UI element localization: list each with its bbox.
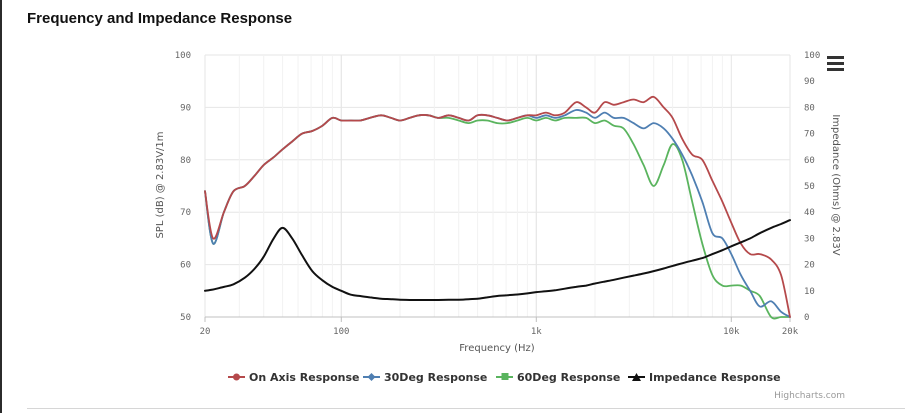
60deg-response-line: [204, 114, 791, 320]
legend-marker-triangle: [632, 373, 641, 381]
on-axis-response-line: [204, 95, 791, 318]
highcharts-credit[interactable]: Highcharts.com: [774, 391, 845, 401]
legend-marker-square: [501, 373, 509, 380]
x-tick-label: 10k: [723, 327, 740, 337]
legend-label-impedance: Impedance Response: [649, 371, 781, 384]
chart-heading: Frequency and Impedance Response: [27, 10, 293, 27]
legend-item-impedance[interactable]: Impedance Response: [628, 371, 781, 384]
x-tick-label: 100: [333, 327, 349, 337]
left-y-tick-label: 50: [180, 313, 191, 323]
series-lines: [204, 95, 791, 320]
left-page-rule: [0, 0, 2, 413]
right-y-tick-label: 0: [804, 313, 809, 323]
left-y-tick-label: 70: [180, 208, 191, 218]
legend-item-60deg[interactable]: 60Deg Response: [496, 371, 620, 384]
left-y-tick-label: 100: [175, 51, 191, 61]
bottom-page-rule: [27, 408, 905, 409]
legend-label-30deg: 30Deg Response: [384, 371, 487, 384]
legend: On Axis Response 30Deg Response 60Deg Re…: [228, 371, 781, 384]
legend-label-60deg: 60Deg Response: [517, 371, 620, 384]
right-y-tick-label: 20: [804, 261, 815, 271]
x-tick-label: 20: [200, 327, 211, 337]
right-y-tick-label: 90: [804, 77, 815, 87]
right-y-tick-label: 10: [804, 287, 815, 297]
right-y-tick-label: 100: [804, 51, 820, 61]
legend-marker-circle: [233, 373, 240, 381]
right-y-tick-label: 50: [804, 182, 815, 192]
hamburger-menu-icon: [827, 56, 844, 71]
left-y-tick-label: 90: [180, 103, 191, 113]
x-axis-title: Frequency (Hz): [459, 343, 535, 354]
right-y-tick-label: 40: [804, 208, 815, 218]
chart-menu-button[interactable]: [822, 50, 850, 74]
legend-marker-diamond: [367, 373, 376, 381]
x-tick-label: 1k: [531, 327, 542, 337]
right-y-tick-label: 30: [804, 234, 815, 244]
x-tick-label: 20k: [782, 327, 799, 337]
x-axis-ticks: 20 100 1k 10k 20k: [200, 317, 799, 337]
plot-grid: [204, 54, 791, 318]
left-y-axis-title: SPL (dB) @ 2.83V/1m: [155, 131, 166, 238]
impedance-response-line: [204, 219, 791, 302]
right-y-tick-label: 80: [804, 103, 815, 113]
left-y-axis-ticks: 50 60 70 80 90 100: [175, 51, 191, 323]
right-y-tick-label: 60: [804, 156, 815, 166]
legend-label-on-axis: On Axis Response: [249, 371, 360, 384]
left-y-tick-label: 60: [180, 261, 191, 271]
right-y-axis-title: Impedance (Ohms) @ 2.83V: [830, 114, 841, 255]
legend-item-on-axis[interactable]: On Axis Response: [228, 371, 360, 384]
left-y-tick-label: 80: [180, 156, 191, 166]
right-y-tick-label: 70: [804, 130, 815, 140]
right-y-axis-ticks: 0 10 20 30 40 50 60 70 80 90 100: [804, 51, 820, 323]
legend-item-30deg[interactable]: 30Deg Response: [363, 371, 487, 384]
